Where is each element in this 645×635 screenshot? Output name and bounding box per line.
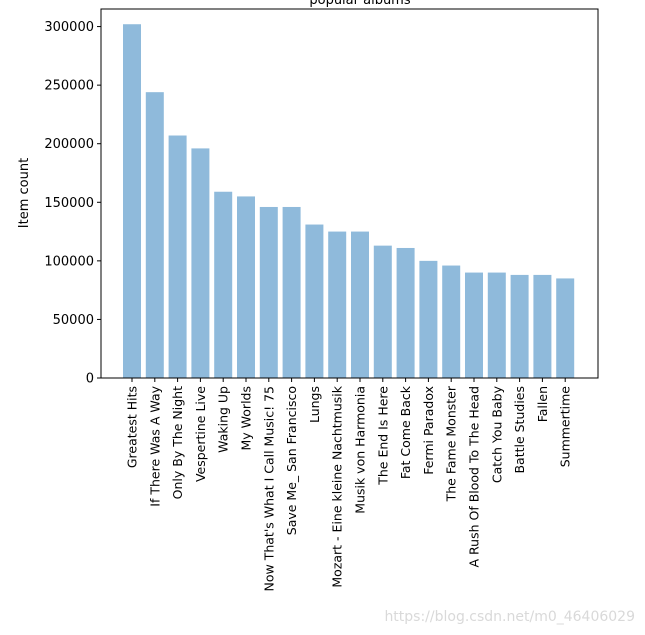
bar-15 [465, 272, 483, 378]
bar-6 [259, 206, 278, 378]
y-tick-label-3: 150000 [44, 196, 94, 211]
x-tick-label-2: Only By The Night [170, 386, 185, 499]
bars-layer [123, 24, 575, 379]
x-tick-label-4: Waking Up [216, 386, 231, 453]
bar-10 [351, 231, 369, 378]
bar-9 [328, 231, 347, 378]
x-tick-label-18: Fallen [535, 386, 550, 422]
x-tick-label-8: Lungs [307, 386, 322, 423]
bar-0 [123, 24, 141, 378]
x-tick-label-6: Now That's What I Call Music! 75 [261, 386, 276, 591]
bar-14 [442, 265, 461, 378]
bar-2 [168, 135, 187, 378]
bar-11 [373, 245, 392, 378]
x-tick-label-14: The Fame Monster [444, 385, 459, 502]
x-tick-label-0: Greatest Hits [125, 386, 140, 468]
y-tick-label-1: 50000 [53, 313, 94, 328]
bar-5 [237, 196, 255, 378]
bar-12 [396, 247, 415, 378]
bar-8 [305, 224, 324, 378]
x-tick-label-9: Mozart - Eine kleine Nachtmusik [330, 385, 345, 587]
x-tick-label-1: If There Was A Way [147, 385, 162, 506]
bar-18 [533, 274, 552, 378]
x-tick-label-7: Save Me_ San Francisco [284, 386, 299, 535]
plot-area [100, 8, 599, 379]
x-tick-label-3: Vespertine Live [193, 386, 208, 482]
bar-13 [419, 260, 438, 378]
y-tick-label-0: 0 [86, 372, 94, 387]
y-tick-label-5: 250000 [44, 79, 94, 94]
x-tick-label-19: Summertime [558, 386, 573, 468]
bar-16 [487, 272, 506, 378]
y-tick-label-6: 300000 [44, 20, 94, 35]
bar-19 [556, 278, 575, 378]
chart-title: popular albums [309, 0, 410, 8]
bar-1 [145, 92, 164, 379]
x-tick-label-5: My Worlds [239, 386, 254, 451]
x-tick-label-17: Battle Studies [512, 386, 527, 474]
x-tick-label-10: Musik von Harmonia [353, 386, 368, 514]
bar-3 [191, 148, 210, 378]
bar-7 [282, 206, 301, 378]
x-tick-label-13: Fermi Paradox [421, 386, 436, 475]
bar-17 [510, 274, 529, 378]
bar-4 [214, 191, 233, 378]
y-axis-label: Item count [17, 158, 32, 228]
y-tick-label-4: 200000 [44, 137, 94, 152]
watermark: https://blog.csdn.net/m0_46406029 [384, 609, 635, 625]
x-tick-label-11: The End Is Here [375, 386, 390, 486]
x-tick-label-15: A Rush Of Blood To The Head [467, 386, 482, 567]
x-axis: Greatest Hits If There Was A Way Only By T… [125, 378, 573, 591]
y-tick-label-2: 100000 [44, 254, 94, 269]
y-axis: 0 50000 100000 150000 200000 250000 300000 [44, 20, 101, 387]
x-tick-label-16: Catch You Baby [489, 385, 504, 483]
x-tick-label-12: Fat Come Back [398, 385, 413, 479]
